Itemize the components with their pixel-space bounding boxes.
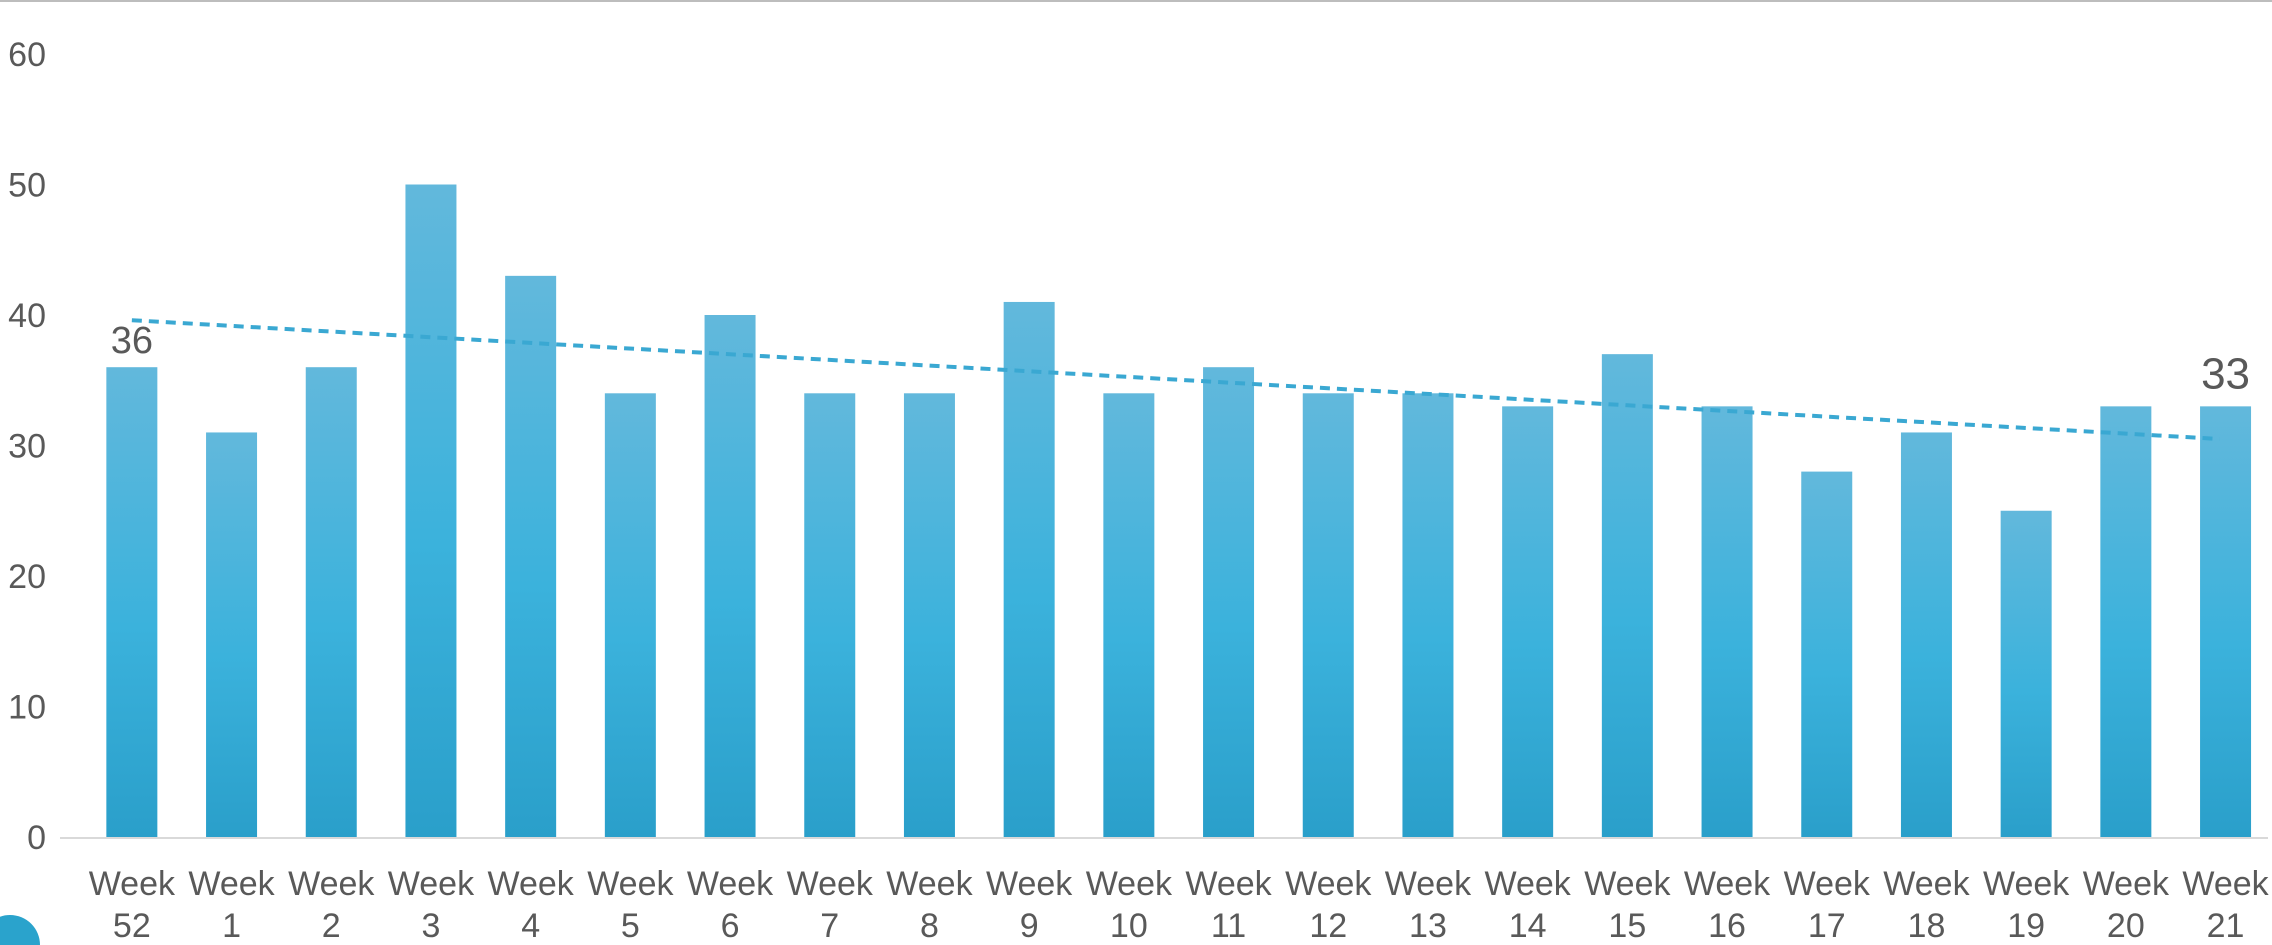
bar: [1302, 393, 1354, 837]
x-tick-label: Week: [1185, 865, 1272, 903]
x-tick-label: 6: [721, 907, 740, 945]
bar: [804, 393, 856, 837]
x-tick-label: 12: [1309, 907, 1347, 945]
x-tick-label: Week: [886, 865, 973, 903]
x-tick-label: Week: [1086, 865, 1173, 903]
bar: [206, 432, 258, 837]
x-tick-label: Week: [89, 865, 176, 903]
x-tick-label: 11: [1211, 907, 1246, 945]
bar: [604, 393, 656, 837]
bar: [106, 367, 158, 837]
x-tick-label: 13: [1409, 907, 1447, 945]
x-tick-label: 52: [113, 907, 151, 945]
data-label: 36: [111, 320, 153, 362]
bar: [1601, 354, 1653, 837]
x-tick-label: 15: [1608, 907, 1646, 945]
x-tick-label: 14: [1509, 907, 1547, 945]
bar: [1203, 367, 1255, 837]
x-tick-label: 9: [1020, 907, 1039, 945]
bar: [704, 315, 756, 837]
x-tick-label: 16: [1708, 907, 1746, 945]
y-tick-label: 30: [8, 428, 46, 466]
x-tick-label: 7: [820, 907, 839, 945]
y-tick-label: 60: [8, 36, 46, 74]
x-tick-label: 8: [920, 907, 939, 945]
x-tick-label: Week: [1285, 865, 1372, 903]
x-tick-label: Week: [1485, 865, 1572, 903]
y-tick-label: 10: [8, 689, 46, 727]
bar: [1900, 432, 1952, 837]
x-tick-label: Week: [787, 865, 874, 903]
x-tick-label: 20: [2107, 907, 2145, 945]
x-tick-label: Week: [1883, 865, 1970, 903]
bar: [405, 184, 457, 837]
x-tick-label: Week: [1784, 865, 1871, 903]
x-tick-label: 18: [1908, 907, 1946, 945]
bar: [2200, 406, 2252, 837]
x-tick-label: Week: [687, 865, 774, 903]
x-tick-label: Week: [1385, 865, 1472, 903]
bar: [2000, 510, 2052, 837]
bar: [1502, 406, 1554, 837]
x-tick-label: 21: [2207, 907, 2245, 945]
top-border-line: [0, 0, 2272, 2]
bar: [2100, 406, 2152, 837]
x-tick-label: Week: [2083, 865, 2170, 903]
bar: [1801, 471, 1853, 837]
bar: [1701, 406, 1753, 837]
x-tick-label: Week: [188, 865, 275, 903]
y-tick-label: 50: [8, 167, 46, 205]
y-tick-label: 0: [27, 819, 46, 857]
y-tick-label: 20: [8, 558, 46, 596]
x-tick-label: 5: [621, 907, 640, 945]
bar: [1402, 393, 1454, 837]
x-tick-label: Week: [488, 865, 575, 903]
x-tick-label: 19: [2007, 907, 2045, 945]
bar: [903, 393, 955, 837]
x-tick-label: 2: [322, 907, 341, 945]
x-tick-label: 1: [222, 907, 241, 945]
x-tick-label: Week: [1684, 865, 1771, 903]
trendline: [131, 318, 2220, 441]
bar: [505, 275, 557, 838]
x-tick-label: Week: [1584, 865, 1671, 903]
bar: [305, 367, 357, 837]
y-tick-label: 40: [8, 297, 46, 335]
bar: [1003, 301, 1055, 837]
x-tick-label: Week: [986, 865, 1073, 903]
x-tick-label: Week: [2182, 865, 2269, 903]
bar: [1103, 393, 1155, 837]
data-label: 33: [2201, 349, 2250, 398]
x-tick-label: Week: [288, 865, 375, 903]
x-tick-label: 17: [1808, 907, 1846, 945]
x-tick-label: Week: [1983, 865, 2070, 903]
x-tick-label: Week: [587, 865, 674, 903]
x-tick-label: 4: [521, 907, 540, 945]
x-tick-label: Week: [388, 865, 475, 903]
x-tick-label: 10: [1110, 907, 1148, 945]
x-tick-label: 3: [421, 907, 440, 945]
